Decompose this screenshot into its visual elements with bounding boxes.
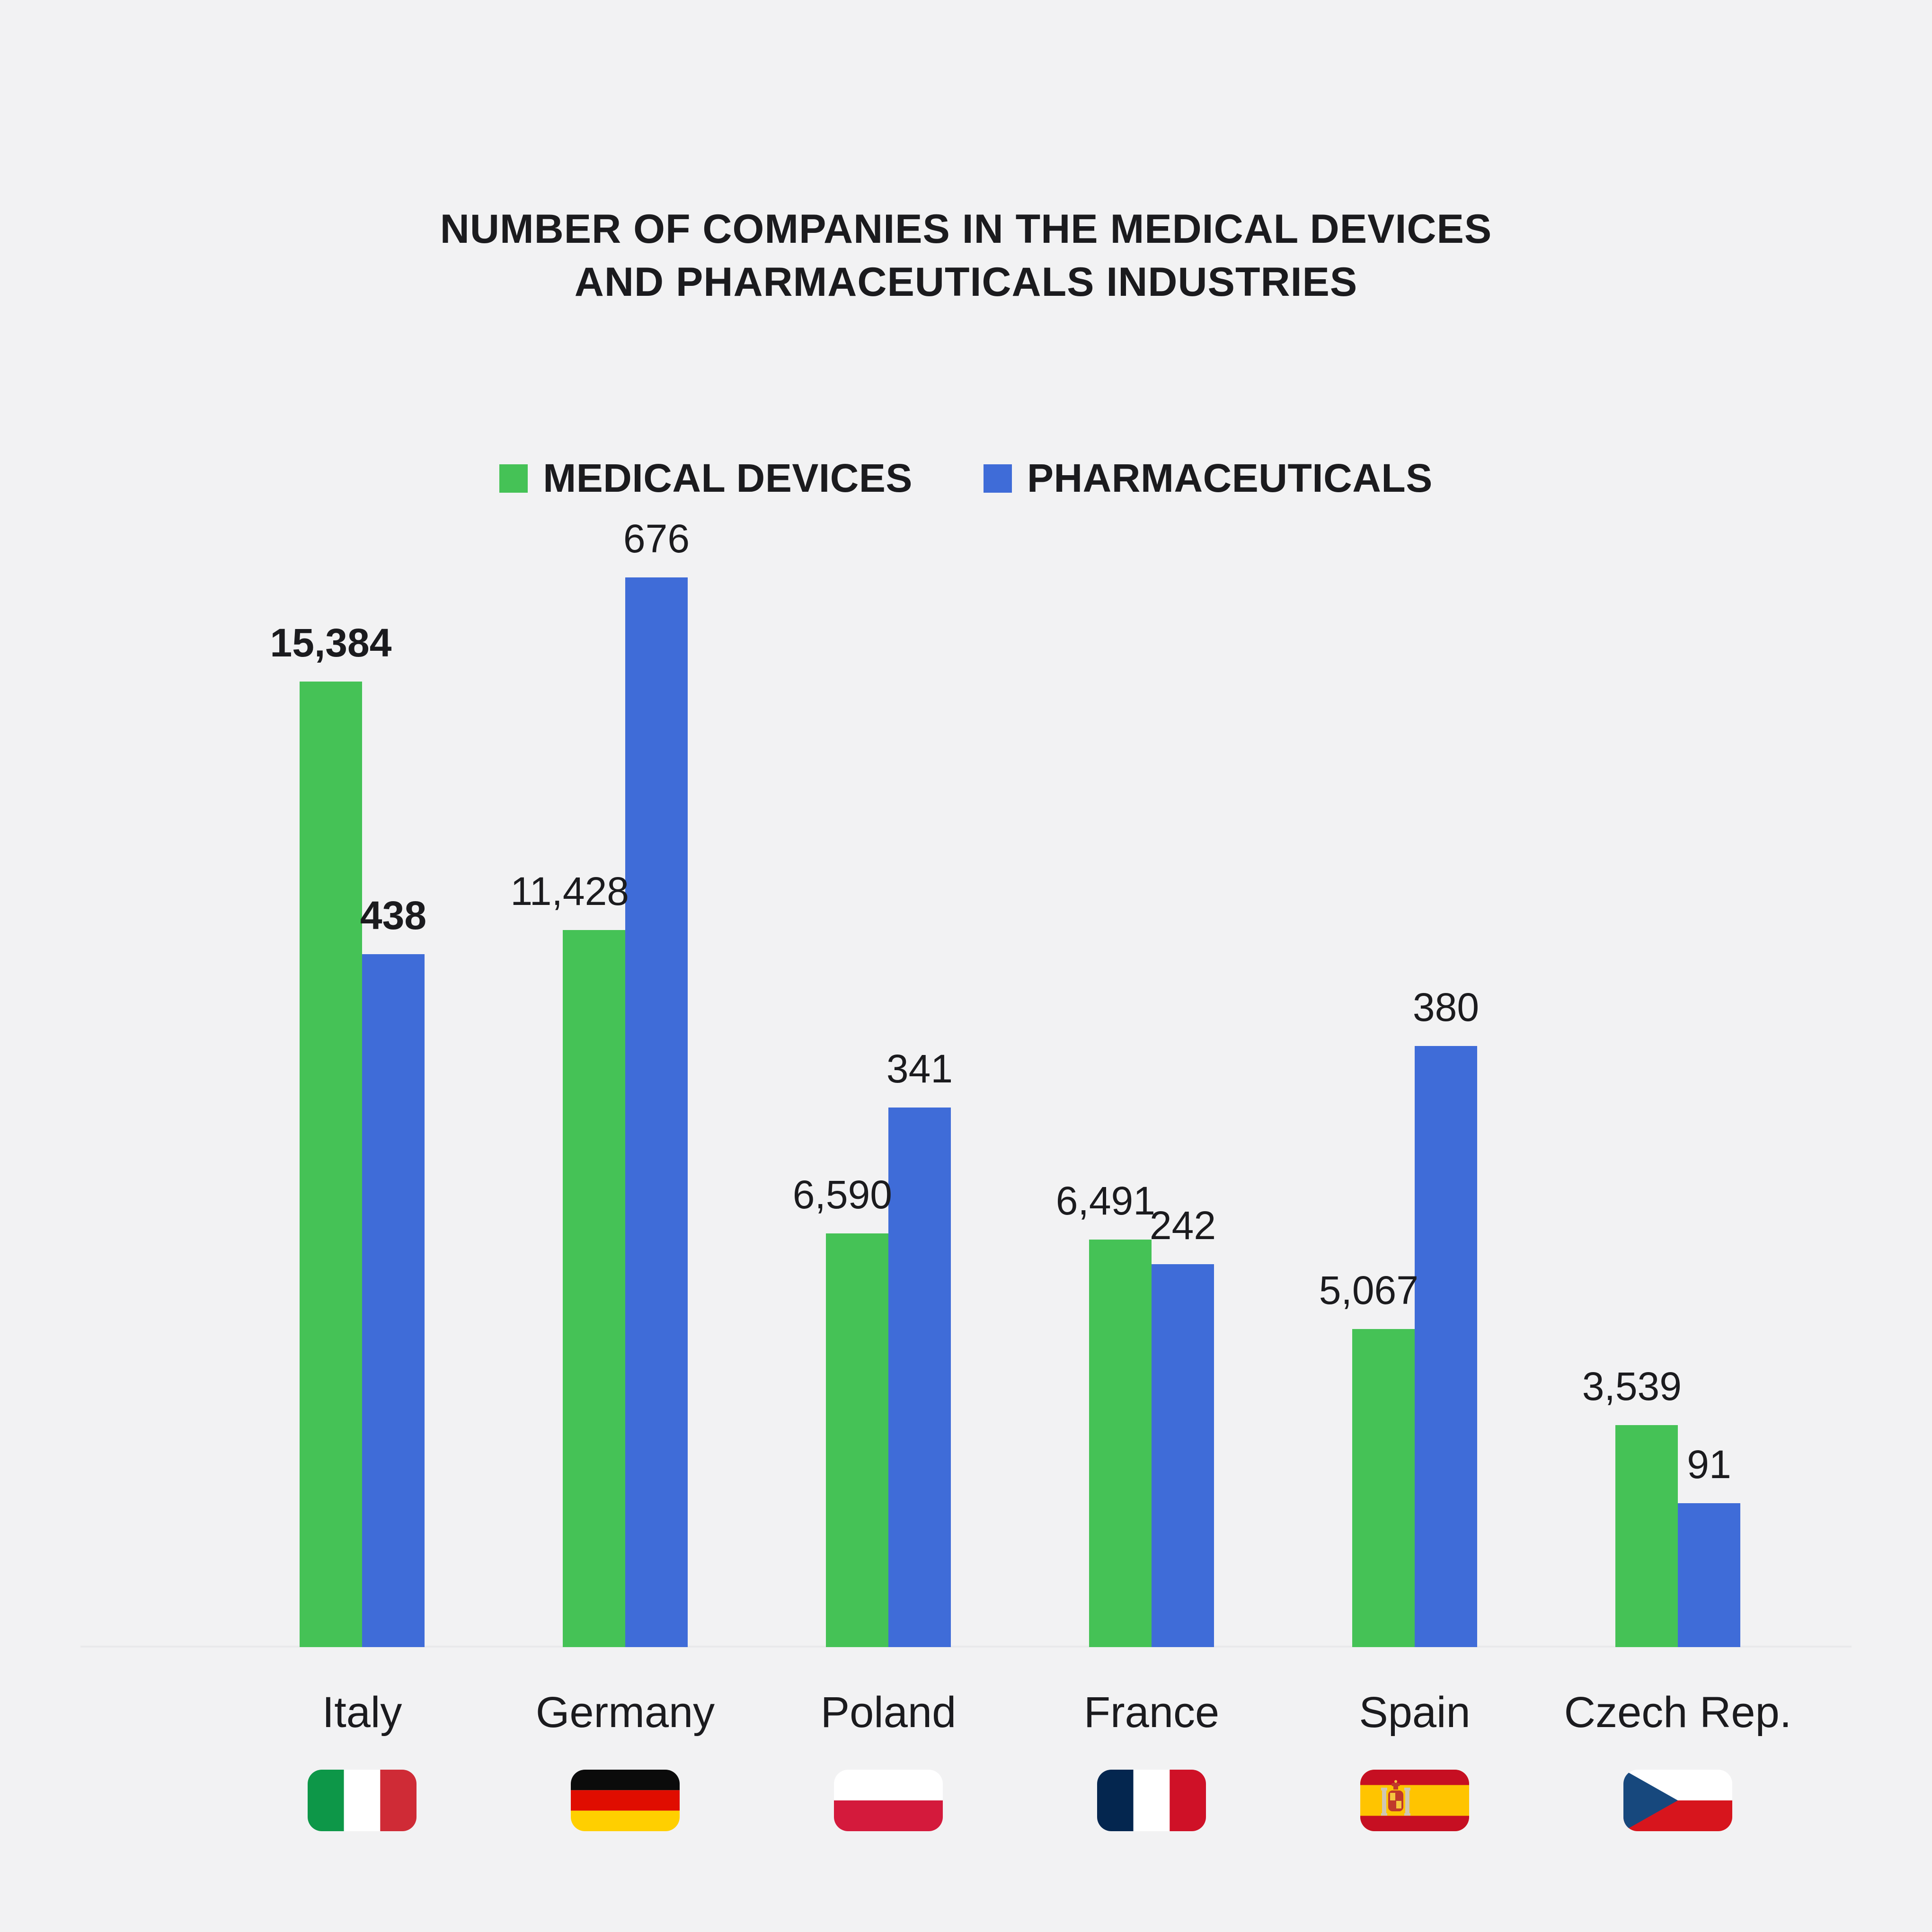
page-title-line-2: AND PHARMACEUTICALS INDUSTRIES [574, 259, 1358, 305]
flag-container-spain [1360, 1770, 1469, 1834]
value-label-pharmaceuticals-germany: 676 [623, 516, 690, 561]
bar-medical-devices-germany [563, 930, 625, 1647]
bar-medical-devices-poland [826, 1233, 888, 1647]
page-title-line-1: NUMBER OF COMPANIES IN THE MEDICAL DEVIC… [440, 206, 1492, 252]
value-label-medical-devices-italy: 15,384 [270, 620, 392, 665]
legend-label-medical-devices: MEDICAL DEVICES [543, 456, 913, 500]
flag-container-france [1097, 1770, 1206, 1834]
spain-emblem [1381, 1780, 1410, 1816]
category-label-germany: Germany [535, 1688, 715, 1737]
chart-legend: MEDICAL DEVICES PHARMACEUTICALS [0, 455, 1932, 501]
flag-france [1097, 1770, 1206, 1831]
flag-container-italy [308, 1770, 417, 1834]
bar-medical-devices-italy [300, 682, 362, 1647]
bar-medical-devices-france [1089, 1240, 1152, 1647]
value-label-medical-devices-france: 6,491 [1055, 1179, 1155, 1223]
value-label-medical-devices-spain: 5,067 [1319, 1268, 1418, 1312]
value-label-pharmaceuticals-spain: 380 [1412, 985, 1480, 1029]
legend-item-pharmaceuticals: PHARMACEUTICALS [983, 455, 1433, 501]
value-label-pharmaceuticals-czech-rep: 91 [1687, 1442, 1731, 1487]
bar-medical-devices-spain [1352, 1329, 1415, 1647]
flag-germany [571, 1770, 680, 1831]
bar-pharmaceuticals-czech-rep [1678, 1503, 1740, 1647]
flag-poland [834, 1770, 943, 1831]
page-title: NUMBER OF COMPANIES IN THE MEDICAL DEVIC… [0, 203, 1932, 309]
category-label-spain: Spain [1359, 1688, 1471, 1737]
value-label-medical-devices-czech-rep: 3,539 [1582, 1364, 1682, 1409]
value-label-pharmaceuticals-france: 242 [1149, 1203, 1216, 1248]
bar-pharmaceuticals-france [1152, 1264, 1214, 1647]
value-label-medical-devices-germany: 11,428 [510, 869, 629, 913]
value-label-pharmaceuticals-poland: 341 [886, 1046, 953, 1091]
bar-pharmaceuticals-germany [625, 577, 688, 1647]
flag-container-germany [571, 1770, 680, 1834]
legend-label-pharmaceuticals: PHARMACEUTICALS [1027, 456, 1433, 500]
bar-pharmaceuticals-poland [888, 1108, 951, 1647]
value-label-medical-devices-poland: 6,590 [792, 1172, 892, 1217]
flag-spain [1360, 1770, 1469, 1831]
flag-italy [308, 1770, 417, 1831]
category-label-france: France [1083, 1688, 1220, 1737]
pharmaceuticals-swatch-icon [983, 464, 1012, 493]
flag-czech [1623, 1770, 1732, 1831]
flag-container-czech-rep [1623, 1770, 1732, 1834]
flag-container-poland [834, 1770, 943, 1834]
category-label-czech-rep: Czech Rep. [1564, 1688, 1792, 1737]
bar-pharmaceuticals-italy [362, 954, 425, 1647]
medical-devices-swatch-icon [499, 464, 528, 493]
bar-pharmaceuticals-spain [1415, 1046, 1477, 1647]
value-label-pharmaceuticals-italy: 438 [360, 893, 427, 938]
bar-medical-devices-czech-rep [1615, 1425, 1678, 1647]
category-label-poland: Poland [820, 1688, 957, 1737]
legend-item-medical-devices: MEDICAL DEVICES [499, 455, 913, 501]
category-label-italy: Italy [322, 1688, 402, 1737]
x-axis-baseline [80, 1646, 1852, 1648]
